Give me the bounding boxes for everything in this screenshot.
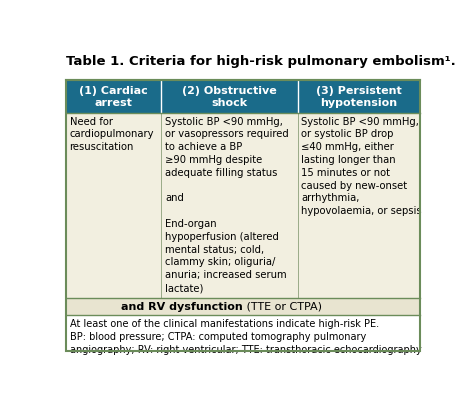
Bar (66, 298, 420, 315)
Text: Systolic BP <90 mmHg,
or systolic BP drop
≤40 mmHg, either
lasting longer than
1: Systolic BP <90 mmHg, or systolic BP dro… (301, 117, 422, 216)
Text: (2) Obstructive
shock: (2) Obstructive shock (182, 85, 277, 108)
Bar (66, 80, 420, 113)
Text: (TTE or CTPA): (TTE or CTPA) (243, 302, 322, 312)
Text: Table 1. Criteria for high-risk pulmonary embolism¹.: Table 1. Criteria for high-risk pulmonar… (66, 55, 456, 68)
Text: Systolic BP <90 mmHg,
or vasopressors required
to achieve a BP
≥90 mmHg despite
: Systolic BP <90 mmHg, or vasopressors re… (165, 117, 289, 293)
Text: (3) Persistent
hypotension: (3) Persistent hypotension (316, 85, 402, 108)
Text: (1) Cardiac
arrest: (1) Cardiac arrest (79, 85, 148, 108)
Bar (66, 80, 420, 352)
Text: and RV dysfunction: and RV dysfunction (121, 302, 243, 312)
Bar (66, 315, 420, 352)
Text: At least one of the clinical manifestations indicate high-risk PE.
BP: blood pre: At least one of the clinical manifestati… (70, 319, 421, 355)
Bar (66, 113, 420, 298)
Text: Need for
cardiopulmonary
resuscitation: Need for cardiopulmonary resuscitation (70, 117, 154, 152)
